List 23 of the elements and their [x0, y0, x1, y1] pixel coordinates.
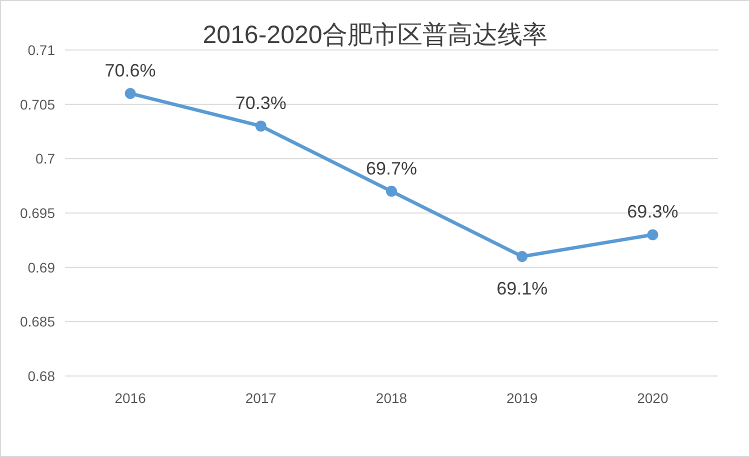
point: [516, 250, 528, 262]
data-label: 69.7%: [366, 158, 418, 178]
data-label: 69.1%: [496, 278, 548, 298]
point: [255, 120, 266, 132]
x-tick-label: 2020: [637, 390, 668, 406]
x-tick-label: 2016: [114, 390, 146, 406]
y-tick-label: 0.68: [28, 368, 56, 384]
y-tick-label: 0.685: [20, 314, 56, 330]
data-label: 69.3%: [627, 202, 678, 222]
chart-title: 2016-2020合肥市区普高达线率: [202, 21, 548, 49]
data-label: 70.3%: [235, 93, 286, 114]
y-tick-label: 0.705: [20, 96, 56, 112]
data-label: 70.6%: [104, 60, 156, 80]
point: [386, 186, 397, 197]
y-tick-label: 0.71: [28, 42, 56, 58]
point: [647, 229, 658, 240]
x-tick-label: 2019: [506, 390, 538, 406]
y-tick-label: 0.69: [28, 259, 56, 276]
y-tick-label: 0.695: [20, 205, 56, 221]
x-tick-label: 2018: [376, 390, 408, 406]
x-tick-label: 2017: [245, 390, 277, 406]
point: [124, 88, 136, 99]
y-tick-label: 0.7: [36, 150, 56, 167]
